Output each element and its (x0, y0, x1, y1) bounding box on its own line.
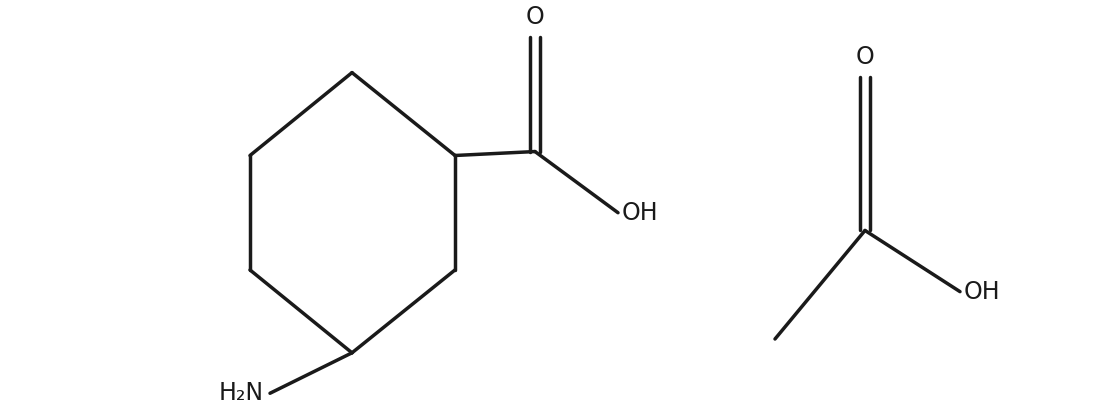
Text: H₂N: H₂N (219, 381, 264, 405)
Text: OH: OH (622, 201, 658, 225)
Text: O: O (526, 5, 545, 29)
Text: O: O (856, 45, 874, 69)
Text: OH: OH (964, 280, 1001, 304)
